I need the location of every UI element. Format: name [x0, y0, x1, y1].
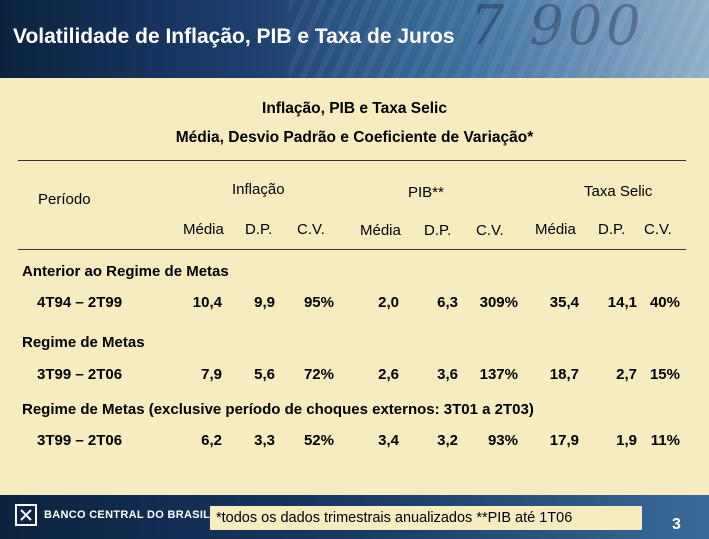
table-title: Inflação, PIB e Taxa Selic [262, 100, 447, 117]
cell-inflacao-dp: 9,9 [254, 294, 275, 311]
subheader-media-pib: Média [360, 222, 401, 239]
group-header-selic: Taxa Selic [584, 183, 653, 200]
footnote: *todos os dados trimestrais anualizados … [216, 510, 573, 526]
cell-selic-cv: 11% [650, 432, 680, 449]
cell-selic-dp: 1,9 [616, 432, 637, 449]
cell-pib-media: 3,4 [378, 432, 399, 449]
subheader-dp-pib: D.P. [424, 222, 452, 239]
page-title: Volatilidade de Inflação, PIB e Taxa de … [13, 25, 455, 48]
subheader-dp-selic: D.P. [598, 221, 626, 238]
cell-selic-dp: 14,1 [607, 294, 637, 311]
cell-inflacao-cv: 95% [303, 294, 334, 311]
row-period: 3T99 – 2T06 [37, 366, 123, 383]
subheader-media-inflacao: Média [183, 221, 224, 238]
cell-pib-cv: 137% [479, 366, 518, 383]
cell-inflacao-dp: 5,6 [254, 366, 275, 383]
banknote-pattern [289, 0, 709, 78]
cell-inflacao-media: 6,2 [201, 432, 222, 449]
row-period: 3T99 – 2T06 [37, 432, 123, 449]
cell-inflacao-media: 7,9 [201, 366, 222, 383]
cell-pib-dp: 3,2 [437, 432, 458, 449]
cell-inflacao-dp: 3,3 [254, 432, 275, 449]
page-number: 3 [672, 516, 681, 533]
cell-inflacao-cv: 52% [303, 432, 334, 449]
header-banner: 7 900 [0, 0, 709, 78]
cell-selic-media: 18,7 [549, 366, 579, 383]
section-label-anterior: Anterior ao Regime de Metas [22, 263, 229, 280]
table-header-rule [18, 249, 686, 250]
cell-selic-cv: 40% [649, 294, 680, 311]
table-subtitle: Média, Desvio Padrão e Coeficiente de Va… [175, 129, 534, 146]
subheader-cv-selic: C.V. [644, 221, 672, 238]
cell-pib-cv: 309% [479, 294, 518, 311]
footnote-box [210, 506, 642, 530]
cell-pib-media: 2,0 [378, 294, 399, 311]
cell-selic-dp: 2,7 [616, 366, 637, 383]
subheader-cv-pib: C.V. [476, 222, 504, 239]
banco-central-logo-icon [15, 504, 37, 526]
logo-text: BANCO CENTRAL DO BRASIL [44, 509, 211, 521]
period-header: Período [38, 191, 91, 208]
cell-inflacao-cv: 72% [303, 366, 334, 383]
subheader-cv-inflacao: C.V. [297, 221, 325, 238]
group-header-pib: PIB** [408, 184, 444, 201]
cell-pib-cv: 93% [487, 432, 518, 449]
cell-selic-media: 35,4 [549, 294, 579, 311]
cell-inflacao-media: 10,4 [192, 294, 222, 311]
section-label-exclusive: Regime de Metas (exclusive período de ch… [22, 401, 534, 418]
cell-selic-cv: 15% [649, 366, 680, 383]
cell-pib-dp: 6,3 [437, 294, 458, 311]
cell-pib-media: 2,6 [378, 366, 399, 383]
banknote-decoration: 7 900 [470, 0, 645, 57]
cell-pib-dp: 3,6 [437, 366, 458, 383]
section-label-regime: Regime de Metas [22, 334, 145, 351]
subheader-media-selic: Média [535, 221, 576, 238]
group-header-inflacao: Inflação [232, 181, 285, 198]
cell-selic-media: 17,9 [549, 432, 579, 449]
table-top-rule [18, 160, 686, 161]
row-period: 4T94 – 2T99 [37, 294, 123, 311]
subheader-dp-inflacao: D.P. [245, 221, 273, 238]
